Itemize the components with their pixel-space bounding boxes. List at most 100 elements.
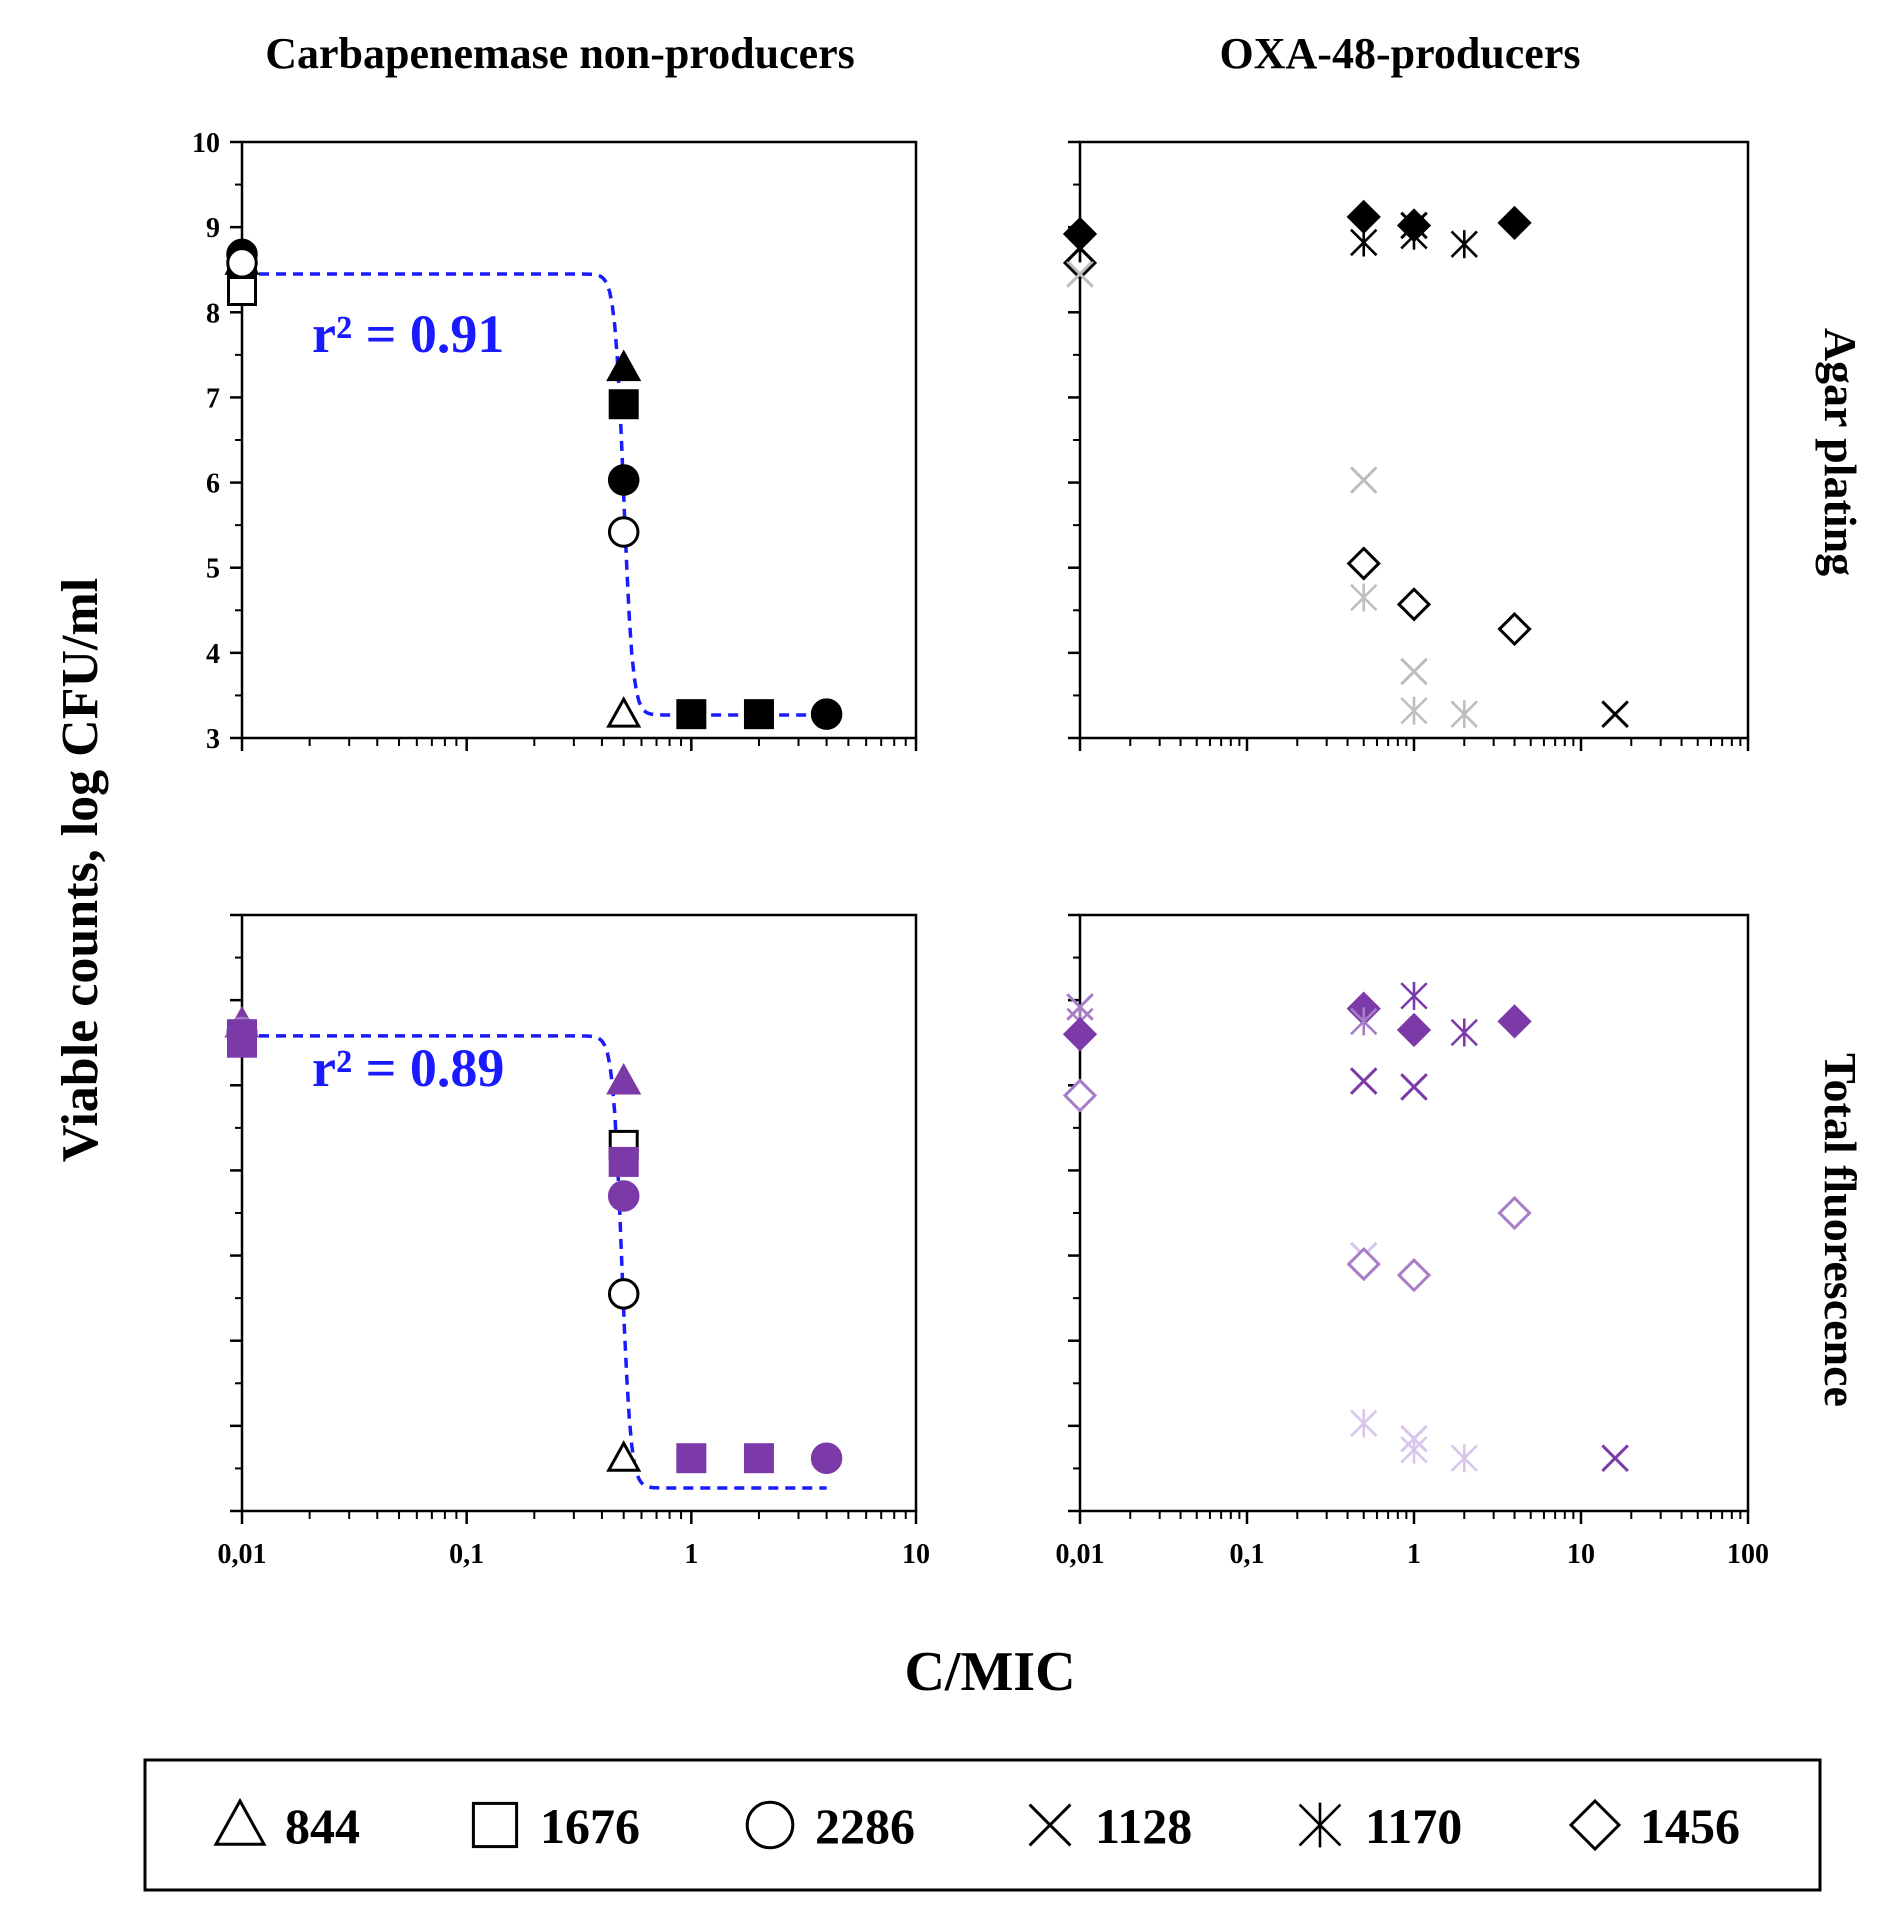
data-point-circle: [607, 1180, 640, 1212]
data-point-diamond: [1497, 1004, 1532, 1039]
data-point-x: [1400, 1073, 1428, 1101]
x-tick-label: 1: [684, 1539, 698, 1570]
panel-fluorescence-non-producers: 0,01 0,1 1 10 r² = 0.89: [218, 913, 930, 1570]
data-point-asterisk: [1450, 1018, 1478, 1047]
data-point-circle: [607, 464, 640, 496]
data-point-asterisk: [1350, 583, 1378, 612]
legend-marker-diamond: [1568, 1798, 1622, 1852]
x-tick-label: 1: [1407, 1539, 1421, 1570]
data-point-asterisk: [1400, 1435, 1428, 1464]
x-tick-label: 0,1: [449, 1539, 484, 1570]
data-point-diamond: [1396, 587, 1432, 622]
data-point-square: [743, 699, 774, 730]
plot-frame: [240, 140, 918, 740]
data-point-diamond: [1396, 1258, 1432, 1293]
data-point-diamond: [1062, 1017, 1098, 1052]
data-point-diamond: [1346, 199, 1381, 235]
data-point-circle: [607, 1278, 640, 1310]
panel-agar-non-producers: 3 4 5 6 7 8 9 10 r² = 0.91: [192, 128, 918, 755]
data-point-circle: [226, 247, 258, 279]
y-tick-label: 8: [206, 298, 220, 329]
data-point-asterisk: [1450, 230, 1478, 259]
plot-frame: [240, 913, 918, 1513]
data-point-square: [608, 389, 639, 420]
data-point-x: [1400, 657, 1428, 686]
row-title-top: Agar plating: [1815, 328, 1866, 576]
y-tick-label: 7: [206, 383, 220, 414]
data-point-asterisk: [1400, 696, 1428, 725]
data-point-asterisk: [1350, 228, 1378, 257]
x-tick-label: 10: [1567, 1539, 1595, 1570]
data-point-square: [227, 276, 257, 306]
y-axis-label: Viable counts, log CFU/ml: [52, 578, 109, 1163]
data-point-diamond: [1497, 1195, 1532, 1231]
fit-curve: [242, 272, 827, 717]
data-point-x: [1601, 700, 1629, 728]
col-title-left: Carbapenemase non-producers: [265, 29, 855, 78]
legend-label: 1456: [1640, 1798, 1740, 1854]
legend-frame: [143, 1758, 1822, 1892]
data-point-square: [608, 1146, 639, 1177]
data-point-circle: [810, 698, 843, 730]
data-point-asterisk: [1400, 221, 1428, 250]
x-tick-label: 100: [1727, 1539, 1769, 1570]
data-point-triangle: [606, 696, 642, 728]
data-point-asterisk: [1400, 981, 1428, 1010]
data-point-x: [1066, 260, 1094, 288]
data-point-triangle: [606, 1440, 642, 1472]
data-point-circle: [607, 516, 640, 548]
data-point-asterisk: [1350, 1007, 1378, 1036]
data-point-diamond: [1062, 1078, 1098, 1113]
data-point-circle: [810, 1442, 843, 1474]
data-point-x: [1349, 1067, 1378, 1095]
data-point-diamond: [1497, 205, 1532, 241]
legend-label: 1676: [540, 1798, 640, 1854]
row-title-bottom: Total fluorescence: [1815, 1053, 1866, 1407]
r2-label: r² = 0.89: [312, 1038, 504, 1098]
data-point-x: [1066, 993, 1094, 1021]
data-point-asterisk: [1450, 1444, 1478, 1473]
legend-marker-square: [471, 1801, 519, 1849]
data-point-square: [743, 1443, 774, 1474]
x-tick-label: 0,01: [218, 1539, 267, 1570]
y-tick-label: 5: [206, 554, 220, 585]
col-title-right: OXA-48-producers: [1220, 29, 1581, 78]
data-point-triangle: [606, 349, 642, 382]
legend-label: 2286: [815, 1798, 915, 1854]
data-point-x: [1601, 1444, 1629, 1473]
legend-label: 1128: [1095, 1798, 1192, 1854]
data-point-square: [676, 699, 707, 730]
legend-item: 2286: [745, 1798, 915, 1854]
x-tick-label: 0,01: [1056, 1539, 1105, 1570]
data-point-asterisk: [1066, 234, 1094, 263]
r2-label: r² = 0.91: [312, 304, 504, 364]
legend: 844 1676 2286 1128 1170 1456: [143, 1758, 1822, 1892]
x-tick-label: 10: [902, 1539, 930, 1570]
legend-marker-triangle: [213, 1797, 267, 1846]
x-tick-label: 0,1: [1230, 1539, 1265, 1570]
legend-marker-circle: [745, 1800, 795, 1850]
legend-item: 1170: [1298, 1798, 1462, 1854]
legend-label: 1170: [1365, 1798, 1462, 1854]
data-point-square: [227, 1019, 257, 1050]
legend-item: 1676: [471, 1798, 640, 1854]
y-tick-label: 9: [206, 213, 220, 244]
data-point-asterisk: [1350, 1409, 1378, 1438]
data-point-triangle: [606, 1062, 642, 1095]
y-tick-label: 10: [192, 128, 220, 159]
data-point-x: [1349, 466, 1378, 494]
legend-marker-asterisk: [1298, 1802, 1342, 1848]
panel-agar-oxa48: [1062, 140, 1750, 751]
data-point-diamond: [1497, 611, 1532, 647]
legend-label: 844: [285, 1798, 360, 1854]
y-tick-label: 4: [206, 639, 220, 670]
legend-item: 1456: [1568, 1798, 1740, 1854]
legend-marker-x: [1028, 1803, 1072, 1847]
data-point-diamond: [1346, 1246, 1381, 1282]
data-point-diamond: [1346, 546, 1381, 581]
data-point-square: [676, 1443, 707, 1474]
y-tick-label: 3: [206, 724, 220, 755]
legend-item: 844: [213, 1797, 360, 1854]
data-point-diamond: [1396, 1012, 1432, 1048]
